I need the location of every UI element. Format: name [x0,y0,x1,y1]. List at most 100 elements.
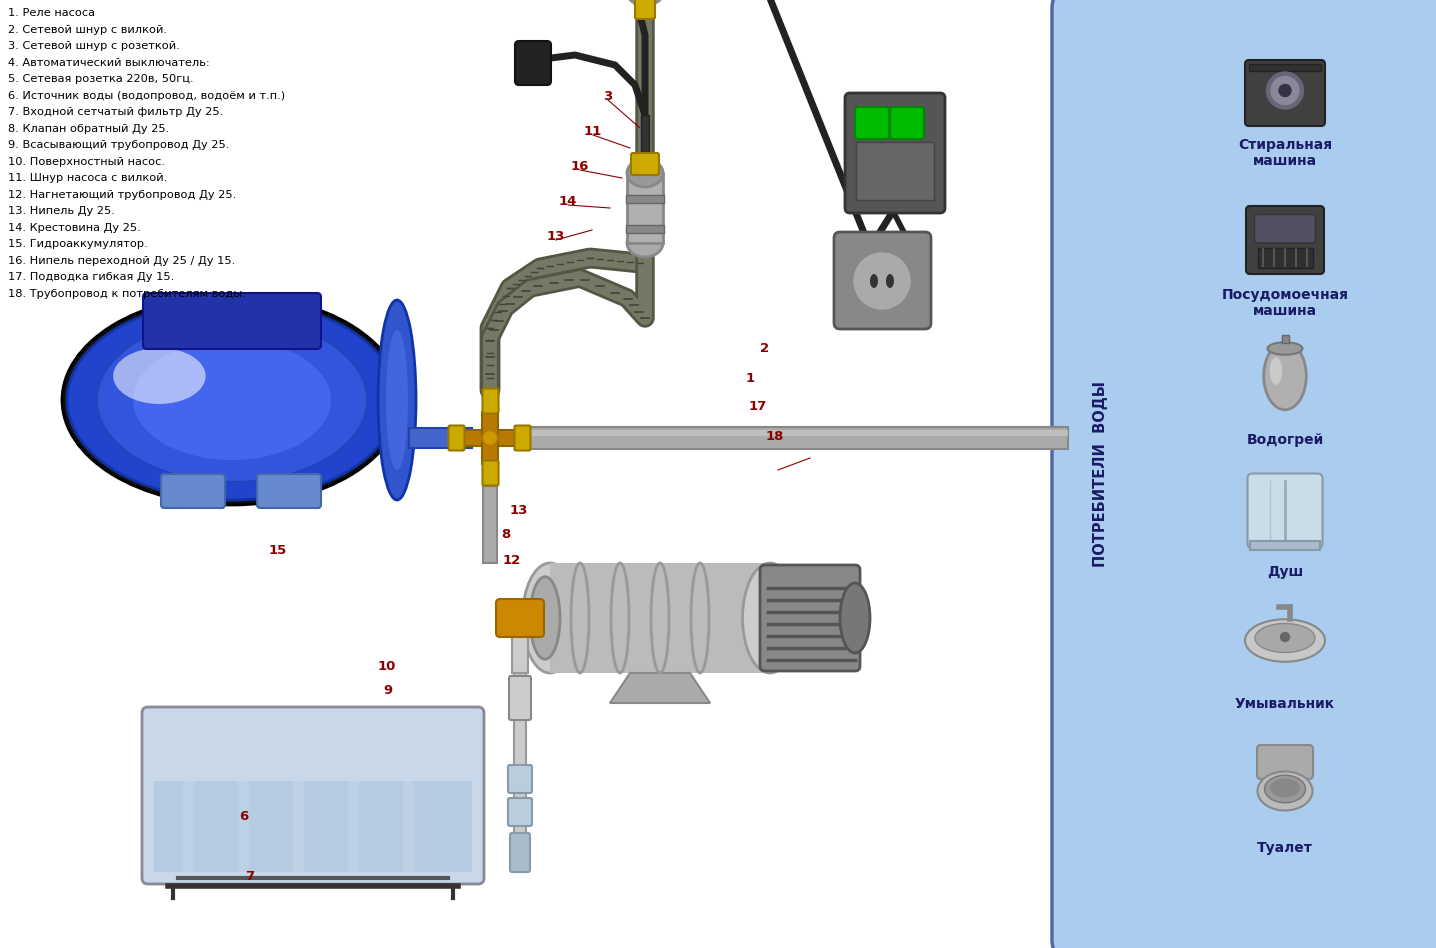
FancyBboxPatch shape [495,599,544,637]
FancyBboxPatch shape [635,0,655,19]
Bar [626,195,663,203]
Text: 5. Сетевая розетка 220в, 50гц.: 5. Сетевая розетка 220в, 50гц. [9,74,194,84]
Ellipse shape [742,563,797,673]
Bar [482,486,497,563]
FancyBboxPatch shape [144,293,322,349]
FancyBboxPatch shape [890,107,923,139]
Text: Умывальник: Умывальник [1235,697,1335,711]
Text: 3: 3 [603,89,613,102]
Text: 10. Поверхностный насос.: 10. Поверхностный насос. [9,156,165,167]
Ellipse shape [134,340,332,460]
FancyBboxPatch shape [482,389,498,413]
Text: 11: 11 [584,124,602,137]
Ellipse shape [1258,772,1313,811]
Bar [628,173,663,243]
Bar [640,115,649,155]
Bar [482,438,497,486]
Text: 6. Источник воды (водопровод, водоём и т.п.): 6. Источник воды (водопровод, водоём и т… [9,90,286,100]
Text: 15: 15 [269,544,287,557]
Text: 3. Сетевой шнур с розеткой.: 3. Сетевой шнур с розеткой. [9,41,180,51]
Ellipse shape [628,229,663,257]
Ellipse shape [378,300,416,500]
Text: ПОТРЕБИТЕЛИ  ВОДЫ: ПОТРЕБИТЕЛИ ВОДЫ [1093,381,1107,567]
FancyBboxPatch shape [1248,473,1323,549]
Ellipse shape [870,274,877,288]
Ellipse shape [840,583,870,653]
Text: 4. Автоматический выключатель:: 4. Автоматический выключатель: [9,58,210,67]
Circle shape [854,253,910,309]
Text: 1. Реле насоса: 1. Реле насоса [9,8,95,18]
Ellipse shape [1264,342,1307,410]
Text: 11. Шнур насоса с вилкой.: 11. Шнур насоса с вилкой. [9,173,167,183]
Text: 2. Сетевой шнур с вилкой.: 2. Сетевой шнур с вилкой. [9,25,167,34]
Text: 16: 16 [572,159,589,173]
Bar [464,430,516,446]
Text: 12: 12 [503,554,521,567]
Bar [1249,541,1320,550]
Ellipse shape [96,318,368,482]
FancyBboxPatch shape [482,461,498,485]
Circle shape [1281,632,1290,642]
FancyBboxPatch shape [1053,0,1436,948]
FancyBboxPatch shape [844,93,945,213]
FancyBboxPatch shape [1256,745,1313,779]
Text: 9. Всасывающий трубопровод Ду 25.: 9. Всасывающий трубопровод Ду 25. [9,140,230,150]
Bar [482,412,498,464]
Text: Посудомоечная
машина: Посудомоечная машина [1222,288,1348,319]
Text: 8: 8 [501,527,511,540]
Ellipse shape [628,0,662,5]
Bar [409,428,472,448]
FancyBboxPatch shape [448,426,464,450]
Circle shape [1279,84,1291,97]
Text: 17. Подводка гибкая Ду 15.: 17. Подводка гибкая Ду 15. [9,272,174,283]
Text: 8. Клапан обратный Ду 25.: 8. Клапан обратный Ду 25. [9,123,169,134]
Text: Туалет: Туалет [1256,841,1313,855]
FancyBboxPatch shape [508,676,531,720]
Text: 1: 1 [745,372,754,385]
Ellipse shape [886,274,895,288]
Text: 7. Входной сетчатый фильтр Ду 25.: 7. Входной сетчатый фильтр Ду 25. [9,107,223,117]
Text: 9: 9 [383,684,392,698]
Bar [513,628,528,673]
Bar [856,142,933,200]
Text: 7: 7 [246,869,254,883]
Text: 10: 10 [378,660,396,672]
Ellipse shape [1265,775,1305,803]
Text: 15. Гидроаккумулятор.: 15. Гидроаккумулятор. [9,239,148,249]
Text: 16. Нипель переходной Ду 25 / Ду 15.: 16. Нипель переходной Ду 25 / Ду 15. [9,256,236,265]
Ellipse shape [1268,342,1302,355]
Bar [516,427,1068,449]
Bar [514,653,526,713]
Ellipse shape [1245,619,1325,662]
FancyBboxPatch shape [1245,60,1325,126]
Ellipse shape [113,348,205,404]
Bar [1249,64,1321,71]
Ellipse shape [67,300,396,500]
Bar [550,563,770,673]
Ellipse shape [386,330,408,470]
FancyBboxPatch shape [514,426,530,450]
FancyBboxPatch shape [854,107,889,139]
Bar [626,225,663,233]
Ellipse shape [62,295,402,505]
Bar [516,430,1068,436]
Circle shape [1271,77,1300,104]
FancyBboxPatch shape [508,798,531,826]
Text: 13: 13 [510,503,528,517]
FancyBboxPatch shape [161,474,225,508]
Text: 12. Нагнетающий трубопровод Ду 25.: 12. Нагнетающий трубопровод Ду 25. [9,190,237,199]
Text: Стиральная
машина: Стиральная машина [1238,137,1333,168]
Bar [514,719,526,872]
Circle shape [484,432,495,444]
FancyBboxPatch shape [142,707,484,884]
Text: 17: 17 [750,399,767,412]
Ellipse shape [1269,778,1300,797]
Bar [154,781,472,872]
FancyBboxPatch shape [1246,206,1324,274]
FancyBboxPatch shape [760,565,860,671]
Text: Душ: Душ [1267,565,1302,579]
Polygon shape [610,673,709,703]
Text: 18: 18 [765,429,784,443]
Circle shape [482,430,498,446]
FancyBboxPatch shape [257,474,322,508]
